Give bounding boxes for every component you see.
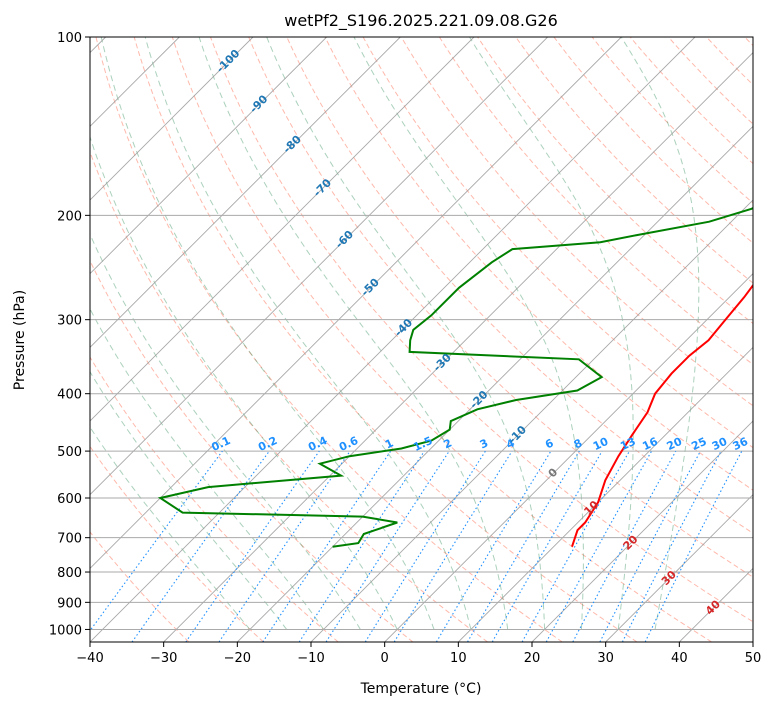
y-axis-label: Pressure (hPa) <box>12 290 28 390</box>
y-tick-label: 900 <box>57 596 82 611</box>
x-axis: −40 −30 −20 −10 0 10 20 30 40 50 <box>76 642 761 666</box>
y-tick-label: 700 <box>57 532 82 547</box>
mixing-ratio-line <box>131 450 270 642</box>
x-tick-label: 0 <box>381 651 389 666</box>
mixing-ratio-line <box>644 450 743 642</box>
dry-adiabat <box>95 37 563 642</box>
moist-adiabat <box>100 37 435 630</box>
dry-adiabat <box>553 37 753 244</box>
mixing-ratio-line <box>521 450 630 642</box>
dry-adiabat <box>133 37 638 642</box>
x-tick-label: −30 <box>150 651 177 666</box>
isotherm <box>90 37 327 275</box>
plot-background <box>90 37 753 642</box>
series-line-1 <box>157 206 753 548</box>
moist-adiabat <box>90 308 324 630</box>
dry-adiabat <box>324 37 753 491</box>
dry-adiabat <box>477 37 753 325</box>
y-tick-label: 300 <box>57 314 82 329</box>
dry-adiabat <box>248 37 753 578</box>
y-tick-label: 500 <box>57 445 82 460</box>
x-tick-label: 10 <box>450 651 467 666</box>
mixing-ratio-label: 10 <box>591 435 611 453</box>
moist-adiabat <box>353 37 584 630</box>
dry-adiabat <box>90 259 414 642</box>
isotherm <box>90 37 254 201</box>
dry-adiabat <box>438 37 753 365</box>
isotherm <box>458 346 753 642</box>
y-tick-label: 1000 <box>49 623 82 638</box>
mixing-ratio-line <box>90 450 223 632</box>
dry-adiabat <box>90 531 190 642</box>
isotherm <box>605 494 753 642</box>
mixing-ratio-label: 30 <box>710 435 730 453</box>
moist-adiabat <box>198 37 509 630</box>
mixing-ratio-label: 36 <box>731 435 751 453</box>
moist-adiabat <box>266 37 546 630</box>
mixing-ratio-line <box>572 450 677 642</box>
x-tick-label: 30 <box>597 651 614 666</box>
isotherm <box>310 199 753 642</box>
x-tick-label: 40 <box>671 651 688 666</box>
isotherm <box>752 641 753 642</box>
isotherm <box>163 52 753 642</box>
x-tick-label: 20 <box>524 651 541 666</box>
x-tick-label: −10 <box>297 651 324 666</box>
isotherm <box>531 420 753 642</box>
x-tick-label: −20 <box>224 651 251 666</box>
dry-adiabat <box>171 37 712 642</box>
dry-adiabat <box>90 150 488 642</box>
x-tick-label: 50 <box>745 651 762 666</box>
mixing-ratio-line <box>218 450 351 642</box>
moist-adiabat <box>620 37 700 630</box>
isotherm <box>90 37 548 496</box>
x-tick-label: −40 <box>76 651 103 666</box>
isotherm <box>384 273 753 642</box>
isotherm <box>90 37 622 569</box>
mixing-ratio-label: 16 <box>640 435 660 453</box>
y-tick-label: 800 <box>57 566 82 581</box>
x-axis-label: Temperature (°C) <box>360 681 482 697</box>
dry-adiabat <box>210 37 753 623</box>
background-lines <box>90 37 753 642</box>
isotherm <box>237 125 753 642</box>
series-line-0 <box>571 283 753 548</box>
dry-adiabat <box>90 356 339 642</box>
moist-adiabat <box>90 370 288 630</box>
mixing-ratio-line <box>545 450 653 642</box>
dry-adiabat <box>400 37 753 407</box>
data-lines <box>157 206 753 548</box>
mixing-ratio-label: 20 <box>665 435 685 453</box>
mixing-ratio-line <box>298 450 425 642</box>
mixing-ratio-line <box>262 450 392 642</box>
moist-adiabat <box>90 135 398 630</box>
mixing-ratio-line <box>185 450 320 642</box>
y-tick-label: 600 <box>57 492 82 507</box>
y-tick-label: 400 <box>57 388 82 403</box>
isotherm <box>90 37 475 422</box>
mixing-ratio-line <box>393 450 513 642</box>
dry-adiabat <box>286 37 753 534</box>
y-tick-label: 200 <box>57 209 82 224</box>
chart-title: wetPf2_S196.2025.221.09.08.G26 <box>284 11 558 31</box>
dry-adiabat <box>591 37 753 204</box>
mixing-ratio-line <box>325 450 450 642</box>
mixing-ratio-label: 25 <box>689 435 708 453</box>
moist-adiabat <box>144 37 472 630</box>
y-axis: 100 200 300 400 500 600 700 800 900 1000 <box>49 31 90 638</box>
y-tick-label: 100 <box>57 31 82 46</box>
mixing-ratio-label: 13 <box>618 435 637 453</box>
moist-adiabat <box>90 232 361 630</box>
plot-frame <box>89 36 754 643</box>
moist-adiabat <box>90 426 251 630</box>
isotherm <box>90 37 401 348</box>
isotherm <box>90 37 696 642</box>
moist-adiabat <box>469 37 634 630</box>
